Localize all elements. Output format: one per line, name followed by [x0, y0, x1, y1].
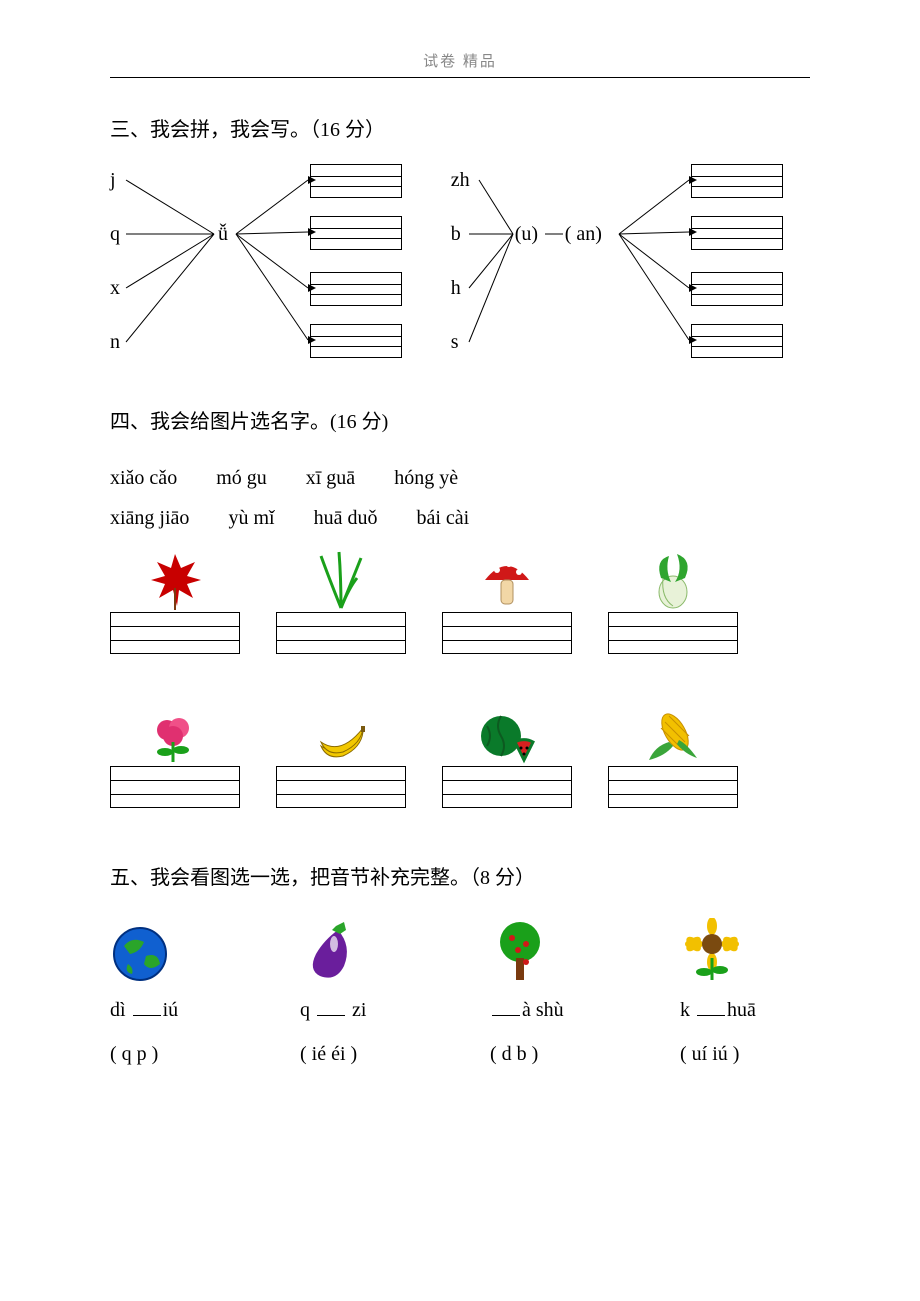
img-row-2	[110, 702, 810, 808]
mushroom-icon	[475, 548, 539, 612]
diagram-right: zh b h s (u) ( an)	[451, 166, 810, 366]
page-header: 试卷 精品	[110, 50, 810, 78]
cell-grass	[276, 548, 406, 654]
cabbage-icon	[641, 548, 705, 612]
cell-cabbage	[608, 548, 738, 654]
wb-3: hóng yè	[394, 458, 458, 498]
section4-title: 四、我会给图片选名字。(16 分)	[110, 406, 810, 438]
worksheet-page: 试卷 精品 三、我会拼，我会写。（16 分） j q x n ǚ	[0, 0, 920, 1132]
ans-corn[interactable]	[608, 766, 738, 808]
wb-6: huā duǒ	[314, 498, 378, 538]
ans-grass[interactable]	[276, 612, 406, 654]
wb-2: xī guā	[306, 458, 355, 498]
cell-banana	[276, 702, 406, 808]
ans-mushroom[interactable]	[442, 612, 572, 654]
globe-icon	[110, 924, 170, 984]
q5-eggplant-line[interactable]: q zi	[300, 992, 430, 1028]
q5-sunflower-line[interactable]: k huā	[680, 992, 810, 1028]
wb-1: mó gu	[216, 458, 267, 498]
eggplant-icon	[300, 918, 360, 984]
d3r-lines	[451, 166, 821, 366]
d3l-lines	[110, 166, 430, 366]
section3-diagrams: j q x n ǚ	[110, 166, 810, 366]
cell-watermelon	[442, 702, 572, 808]
q5-globe-choices: ( q p )	[110, 1036, 240, 1072]
ans-leaf[interactable]	[110, 612, 240, 654]
ans-rose[interactable]	[110, 766, 240, 808]
section3-title: 三、我会拼，我会写。（16 分）	[110, 114, 810, 146]
q5-tree: à shù ( d b )	[490, 914, 620, 1072]
section5-row: dì iú ( q p ) q zi ( ié éi )	[110, 914, 810, 1072]
wb-7: bái cài	[416, 498, 469, 538]
q5-tree-line[interactable]: à shù	[490, 992, 620, 1028]
wb-5: yù mǐ	[228, 498, 274, 538]
word-bank: xiǎo cǎo mó gu xī guā hóng yè xiāng jiāo…	[110, 458, 810, 538]
diagram-left: j q x n ǚ	[110, 166, 421, 366]
banana-icon	[309, 702, 373, 766]
img-row-1	[110, 548, 810, 654]
wb-4: xiāng jiāo	[110, 498, 189, 538]
ans-watermelon[interactable]	[442, 766, 572, 808]
q5-globe: dì iú ( q p )	[110, 914, 240, 1072]
cell-leaf	[110, 548, 240, 654]
cell-corn	[608, 702, 738, 808]
q5-eggplant-choices: ( ié éi )	[300, 1036, 430, 1072]
ans-banana[interactable]	[276, 766, 406, 808]
tree-icon	[490, 918, 550, 984]
section5-title: 五、我会看图选一选，把音节补充完整。（8 分）	[110, 862, 810, 894]
ans-cabbage[interactable]	[608, 612, 738, 654]
q5-eggplant: q zi ( ié éi )	[300, 914, 430, 1072]
sunflower-icon	[680, 918, 744, 984]
grass-icon	[309, 548, 373, 612]
q5-tree-choices: ( d b )	[490, 1036, 620, 1072]
cell-rose	[110, 702, 240, 808]
corn-icon	[641, 702, 705, 766]
cell-mushroom	[442, 548, 572, 654]
wb-0: xiǎo cǎo	[110, 458, 177, 498]
rose-icon	[143, 702, 207, 766]
watermelon-icon	[475, 702, 539, 766]
q5-sunflower: k huā ( uí iú )	[680, 914, 810, 1072]
q5-sunflower-choices: ( uí iú )	[680, 1036, 810, 1072]
q5-globe-line[interactable]: dì iú	[110, 992, 240, 1028]
maple-leaf-icon	[143, 548, 207, 612]
